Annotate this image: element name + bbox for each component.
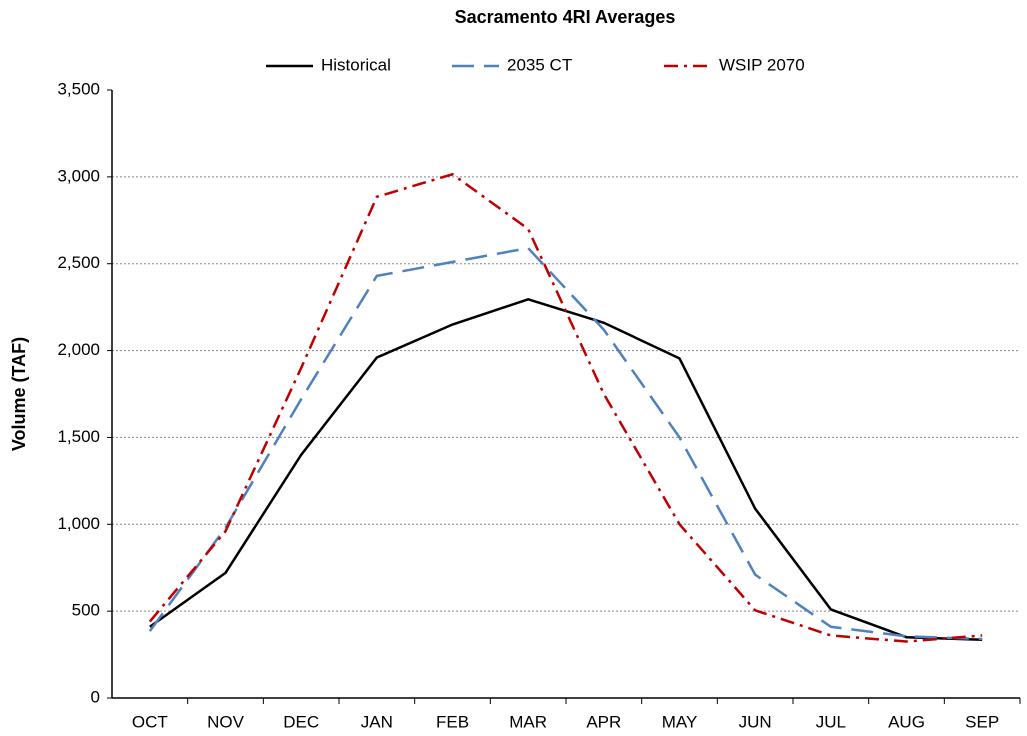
y-tick-label: 2,500	[57, 253, 100, 272]
x-tick-label: OCT	[132, 712, 168, 731]
chart-title: Sacramento 4RI Averages	[455, 7, 676, 27]
x-tick-label: APR	[586, 712, 621, 731]
y-tick-label: 1,000	[57, 514, 100, 533]
y-tick-label: 0	[91, 687, 100, 706]
y-tick-label: 3,500	[57, 79, 100, 98]
y-tick-label: 500	[72, 601, 100, 620]
x-tick-label: JUL	[816, 712, 846, 731]
x-tick-label: AUG	[888, 712, 925, 731]
y-tick-label: 3,000	[57, 166, 100, 185]
x-tick-label: SEP	[965, 712, 999, 731]
legend-label: WSIP 2070	[719, 55, 805, 74]
series-line	[148, 246, 983, 641]
x-tick-label: NOV	[207, 712, 245, 731]
x-tick-label: JAN	[361, 712, 393, 731]
series-line	[148, 172, 983, 643]
legend-label: 2035 CT	[507, 55, 572, 74]
legend-label: Historical	[321, 55, 391, 74]
x-tick-label: FEB	[436, 712, 469, 731]
y-tick-label: 2,000	[57, 340, 100, 359]
x-tick-label: MAY	[662, 712, 698, 731]
x-tick-label: JUN	[739, 712, 772, 731]
y-tick-label: 1,500	[57, 427, 100, 446]
x-tick-label: DEC	[283, 712, 319, 731]
y-axis-title: Volume (TAF)	[9, 337, 29, 451]
x-tick-label: MAR	[509, 712, 547, 731]
